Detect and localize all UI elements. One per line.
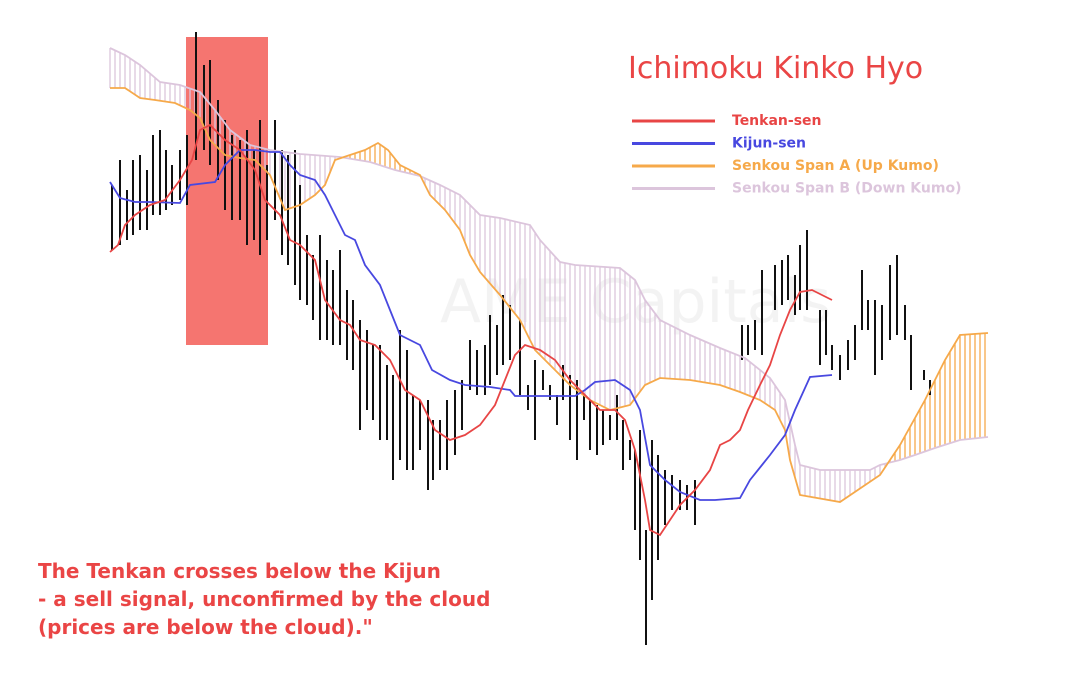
lines bbox=[109, 47, 989, 537]
series-line bbox=[110, 87, 989, 503]
legend-label: Kijun-sen bbox=[732, 136, 806, 152]
annotation-line: - a sell signal, unconfirmed by the clou… bbox=[38, 587, 490, 611]
series-line bbox=[109, 123, 833, 537]
annotation-line: The Tenkan crosses below the Kijun bbox=[38, 559, 441, 583]
legend: Tenkan-sen Kijun-sen Senkou Span A (Up Kum… bbox=[632, 113, 961, 197]
series-line bbox=[109, 47, 989, 471]
legend-label: Tenkan-sen bbox=[732, 113, 821, 129]
series-line bbox=[109, 149, 833, 501]
legend-label: Senkou Span A (Up Kumo) bbox=[732, 158, 939, 174]
legend-label: Senkou Span B (Down Kumo) bbox=[732, 181, 961, 197]
annotation-line: (prices are below the cloud)." bbox=[38, 615, 373, 639]
chart-title: Ichimoku Kinko Hyo bbox=[628, 51, 923, 86]
cloud bbox=[109, 48, 986, 502]
highlight-zone bbox=[186, 37, 268, 345]
watermark: AME Capitals bbox=[440, 267, 831, 337]
